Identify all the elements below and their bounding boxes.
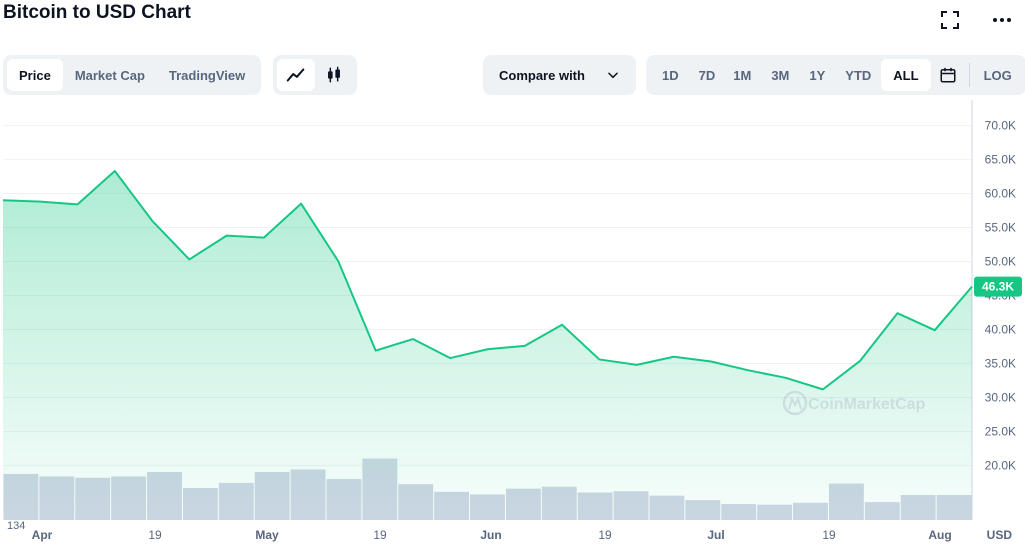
y-tick-label: 50.0K [985,254,1016,268]
range-divider [968,63,970,87]
candlestick-icon [328,66,340,83]
x-tick-label: Jul [707,528,724,542]
page-title: Bitcoin to USD Chart [3,2,191,23]
y-tick-label: 60.0K [985,186,1016,200]
currency-label: USD [987,528,1013,542]
x-tick-label: Apr [32,528,53,542]
y-tick-label: 20.0K [985,459,1016,473]
chart-type-toggle [273,55,357,95]
chart-tabs: Price Market Cap TradingView [3,55,262,95]
tab-market-cap[interactable]: Market Cap [74,67,145,83]
volume-label: 134 [7,520,25,532]
watermark-text: CoinMarketCap [808,396,926,413]
current-price-badge: 46.3K [974,276,1022,297]
x-tick-label: 19 [822,528,836,542]
x-tick-label: Aug [928,528,951,542]
y-tick-label: 65.0K [985,152,1016,166]
compare-label: Compare with [499,67,585,83]
coinmarketcap-watermark: CoinMarketCap [782,390,926,416]
line-chart-button[interactable] [277,59,315,91]
log-scale-toggle[interactable]: LOG [983,67,1012,83]
price-chart: 20.0K25.0K30.0K35.0K40.0K45.0K50.0K55.0K… [2,100,1022,542]
x-tick-label: Jun [480,528,501,542]
x-tick-label: 19 [148,528,162,542]
fullscreen-button[interactable] [938,8,962,32]
current-price-label: 46.3K [982,280,1014,294]
range-3m[interactable]: 3M [771,67,790,83]
more-options-button[interactable] [990,8,1014,32]
compare-dropdown[interactable]: Compare with [483,55,636,95]
calendar-button[interactable] [931,59,965,91]
y-tick-label: 35.0K [985,357,1016,371]
fullscreen-icon [941,11,959,29]
more-horizontal-icon [993,18,1011,22]
range-1m[interactable]: 1M [733,67,752,83]
price-line [2,169,973,391]
time-range-selector: 1D 7D 1M 3M 1Y YTD ALL LOG [646,55,1025,95]
y-tick-label: 40.0K [985,323,1016,337]
y-tick-label: 25.0K [985,425,1016,439]
range-all[interactable]: ALL [881,59,931,91]
tab-tradingview[interactable]: TradingView [168,67,246,83]
range-7d[interactable]: 7D [698,67,716,83]
chevron-down-icon [608,72,618,79]
y-tick-label: 30.0K [985,391,1016,405]
range-ytd[interactable]: YTD [845,67,872,83]
x-tick-label: 19 [598,528,612,542]
y-tick-label: 70.0K [985,118,1016,132]
y-tick-label: 55.0K [985,220,1016,234]
calendar-icon [940,67,956,83]
tab-price[interactable]: Price [7,59,63,91]
candlestick-button[interactable] [315,59,353,91]
range-1y[interactable]: 1Y [809,67,826,83]
x-tick-label: May [255,528,279,542]
line-chart-icon [286,68,305,82]
price-area [3,170,972,520]
x-tick-label: 19 [373,528,387,542]
range-1d[interactable]: 1D [662,67,679,83]
